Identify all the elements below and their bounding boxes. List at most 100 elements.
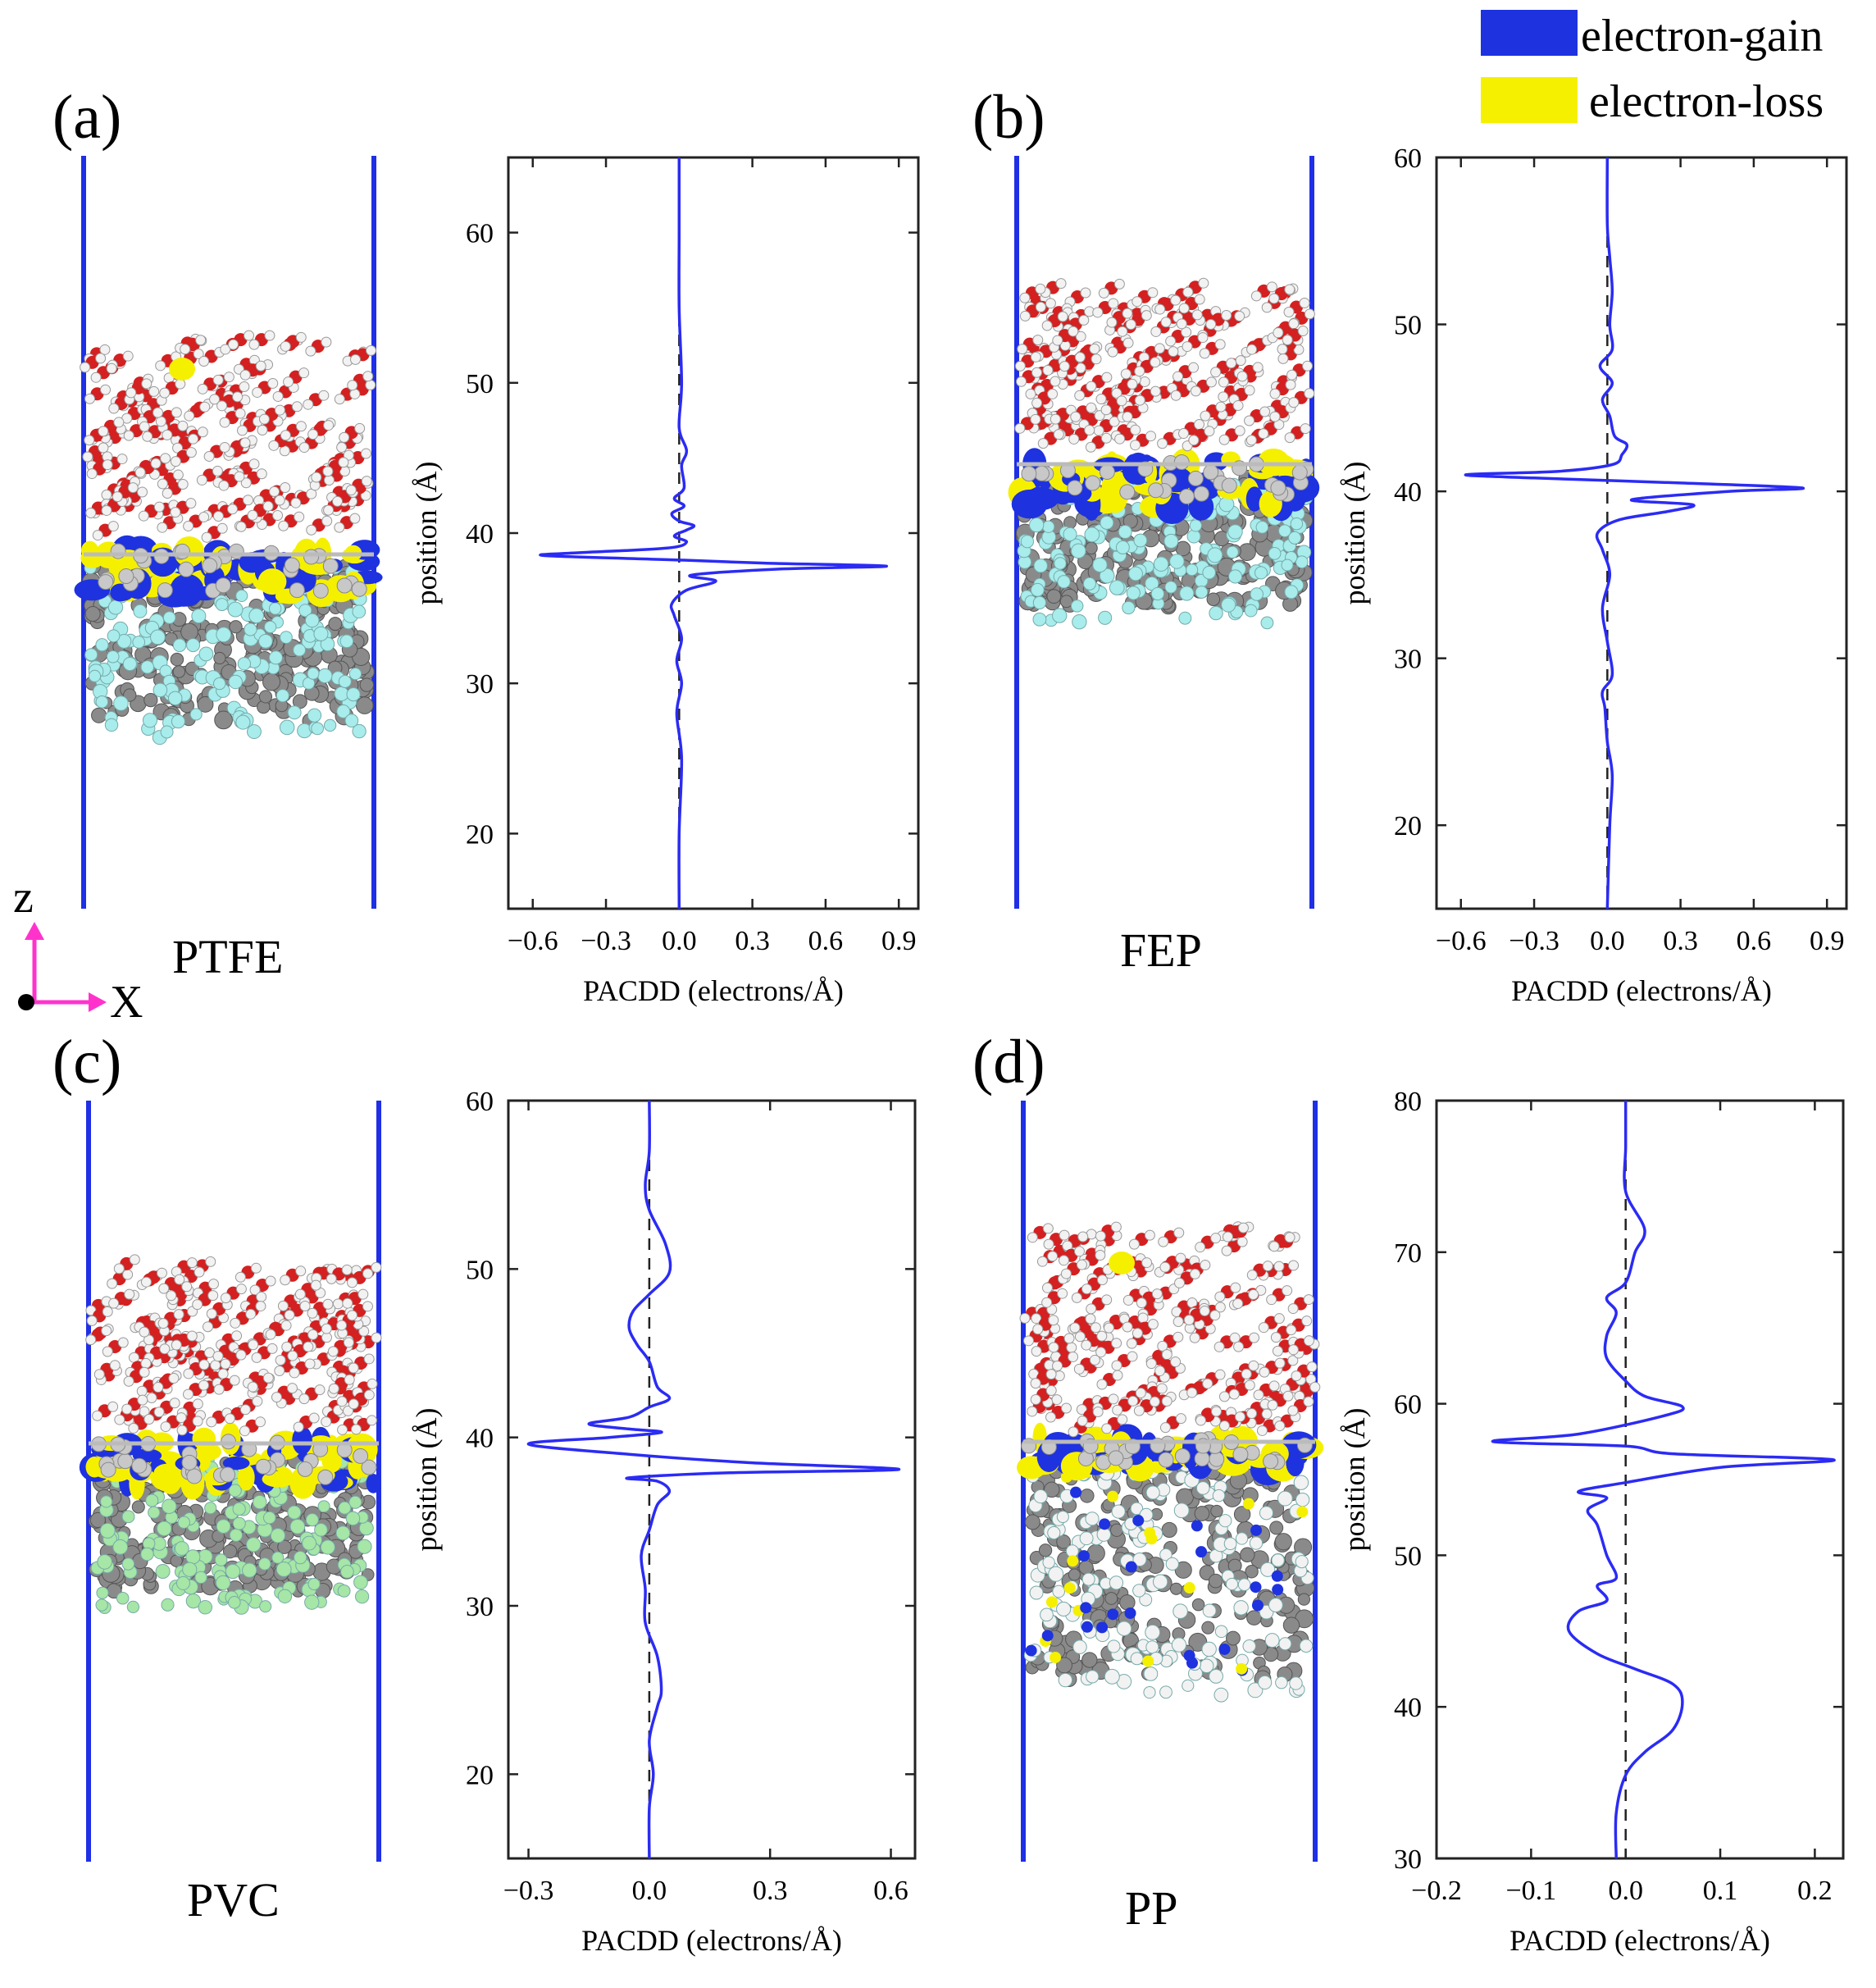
hydrogen-atom [1194, 294, 1205, 305]
hydrogen-atom [371, 1261, 382, 1273]
hydrogen-atom [1170, 294, 1182, 306]
hydrogen-atom [1249, 1332, 1260, 1343]
hydrogen-atom [314, 1384, 326, 1396]
charge-blob [1107, 1490, 1119, 1502]
charge-blob [1099, 1518, 1111, 1530]
hydrogen-atom [1182, 341, 1193, 353]
charge-blob [1188, 493, 1214, 521]
interface-atom [284, 557, 300, 573]
substituent-atom [133, 604, 148, 618]
hydrogen-atom [1136, 1297, 1147, 1309]
hydrogen-atom [1168, 346, 1179, 358]
carbon-atom [277, 1539, 292, 1554]
pacdd-chart-b: −0.6 −0.3 0.0 0.3 0.6 0.9 20 30 40 50 60 PACDD (ele… [1338, 144, 1848, 1007]
x-tick-label: 0.6 [873, 1876, 908, 1906]
hydrogen-atom [1267, 1399, 1278, 1411]
hydrogen-atom [291, 401, 303, 413]
carbon-atom [1194, 1506, 1210, 1521]
substituent-atom [1085, 1512, 1100, 1526]
hydrogen-atom [280, 430, 291, 441]
hydrogen-atom [265, 1329, 276, 1340]
substituent-atom [336, 704, 351, 718]
hydrogen-atom [1303, 1335, 1314, 1347]
hydrogen-atom [1258, 1322, 1269, 1334]
hydrogen-atom [1132, 296, 1143, 308]
hydrogen-atom [1090, 1322, 1101, 1334]
carbon-atom [1246, 1610, 1262, 1626]
hydrogen-atom [1304, 388, 1315, 399]
substituent-atom [1153, 556, 1169, 572]
hydrogen-atom [284, 1310, 295, 1321]
substituent-atom [1111, 1504, 1126, 1519]
hydrogen-atom [1111, 1338, 1122, 1349]
hydrogen-atom [107, 1401, 119, 1412]
hydrogen-atom [183, 1368, 194, 1379]
hydrogen-atom [326, 1273, 337, 1284]
substituent-atom [304, 613, 320, 628]
hydrogen-atom [185, 498, 197, 509]
hydrogen-atom [274, 1365, 285, 1376]
x-tick-label: −0.6 [1436, 926, 1487, 956]
substituent-atom [335, 1525, 351, 1541]
hydrogen-atom [1125, 319, 1136, 331]
hydrogen-atom [286, 1383, 298, 1394]
substituent-atom [1056, 1601, 1072, 1617]
hydrogen-atom [1176, 318, 1187, 330]
hydrogen-atom [1214, 1369, 1226, 1380]
hydrogen-atom [218, 480, 230, 491]
hydrogen-atom [217, 1368, 229, 1379]
carbon-atom [1201, 1621, 1215, 1635]
substituent-atom [235, 589, 248, 603]
y-tick-label: 60 [1394, 1390, 1422, 1420]
hydrogen-atom [1016, 376, 1027, 387]
hydrogen-atom [274, 495, 285, 506]
charge-blob [195, 1443, 221, 1461]
substituent-atom [89, 669, 102, 682]
substituent-atom [1115, 540, 1130, 554]
hydrogen-atom [112, 491, 123, 503]
material-label-d: PP [1125, 1881, 1178, 1935]
hydrogen-atom [1145, 1358, 1157, 1370]
hydrogen-atom [155, 416, 166, 427]
substituent-atom [287, 1505, 302, 1520]
substituent-atom [1145, 1640, 1159, 1654]
substituent-atom [307, 667, 320, 680]
substituent-atom [1247, 1682, 1264, 1698]
hydrogen-atom [1303, 1396, 1314, 1407]
carbon-atom [1245, 1565, 1259, 1579]
hydrogen-atom [102, 1346, 113, 1357]
hydrogen-atom [1078, 314, 1090, 326]
interface-atom [1174, 1448, 1191, 1465]
y-tick-label: 50 [1394, 1541, 1422, 1571]
substituent-atom [1289, 1676, 1303, 1690]
substituent-atom [275, 689, 289, 703]
interface-atom [1067, 480, 1083, 496]
y-tick-label: 60 [466, 1087, 494, 1117]
substituent-atom [268, 602, 282, 615]
substituent-atom [1098, 610, 1113, 625]
substituent-atom [1186, 529, 1201, 544]
hydrogen-atom [336, 442, 348, 454]
hydrogen-atom [1128, 1238, 1140, 1250]
y-tick-label: 60 [466, 219, 494, 249]
hydrogen-atom [1297, 326, 1309, 337]
hydrogen-atom [175, 378, 186, 390]
substituent-atom [107, 600, 124, 615]
carbon-atom [1191, 1598, 1205, 1612]
interface-atom [98, 574, 114, 590]
substituent-atom [162, 611, 176, 624]
hydrogen-atom [216, 400, 228, 412]
y-axis-title: position (Å) [410, 1408, 443, 1552]
substituent-atom [1159, 1685, 1172, 1699]
hydrogen-atom [344, 1374, 355, 1385]
hydrogen-atom [169, 1398, 180, 1409]
hydrogen-atom [212, 511, 224, 522]
hydrogen-atom [1165, 335, 1177, 347]
substituent-atom [140, 1547, 154, 1562]
hydrogen-atom [307, 1307, 318, 1319]
substituent-atom [339, 634, 354, 649]
hydrogen-atom [1288, 397, 1300, 408]
hydrogen-atom [92, 530, 103, 541]
hydrogen-atom [1273, 1261, 1285, 1272]
water-layer [85, 1254, 382, 1437]
